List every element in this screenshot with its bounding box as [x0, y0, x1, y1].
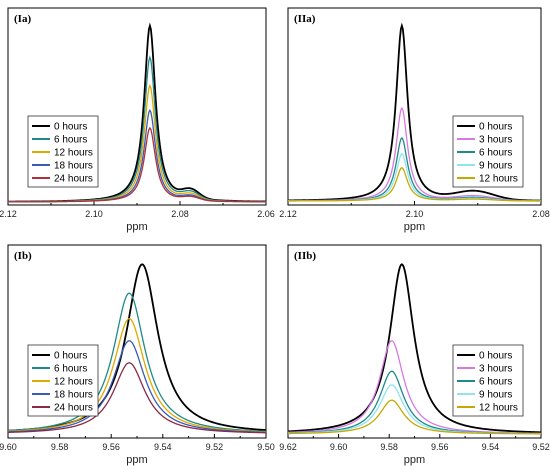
x-tick-label: 9.60 — [330, 442, 348, 452]
panel-ia: 2.12 2.10 2.08 2.06 ppm (Ia) 0 hours 6 hours 12 … — [0, 7, 275, 233]
legend-entry: 12 hours — [54, 377, 93, 388]
legend-entry: 0 hours — [479, 351, 512, 362]
x-axis-label: ppm — [126, 221, 147, 233]
legend-entry: 3 hours — [479, 135, 512, 146]
x-tick-label: 2.10 — [406, 209, 424, 219]
x-tick-label: 2.08 — [532, 209, 550, 219]
panel-iia: 2.12 2.10 2.08 ppm (IIa) 0 hours 3 hours 6 hour… — [279, 7, 550, 233]
x-tick-label: 9.58 — [380, 442, 398, 452]
series-line-18-hours — [7, 340, 267, 433]
legend-entry: 0 hours — [54, 351, 87, 362]
legend-entry: 3 hours — [479, 364, 512, 375]
series-line-0-hours — [7, 263, 267, 432]
series-line-24-hours — [7, 362, 267, 434]
x-tick-label: 9.58 — [51, 442, 69, 452]
panel-iib: 9.62 9.60 9.58 9.56 9.54 9.52 ppm (IIb) 0 hours 3… — [279, 244, 550, 466]
x-tick-label: 9.52 — [206, 442, 224, 452]
legend-entry: 12 hours — [479, 403, 518, 414]
x-tick-label: 9.62 — [279, 442, 297, 452]
x-tick-label: 9.52 — [532, 442, 550, 452]
x-tick-label: 9.60 — [0, 442, 17, 452]
x-tick-label: 2.12 — [279, 209, 297, 219]
panel-ib: 9.60 9.58 9.56 9.54 9.52 9.50 ppm (Ib) 0 hours 6 … — [0, 244, 275, 466]
series-line-0-hours — [287, 22, 542, 202]
series-line-12-hours — [287, 399, 541, 435]
legend-entry: 18 hours — [54, 390, 93, 401]
x-tick-label: 9.50 — [257, 442, 275, 452]
legend: 0 hours 3 hours 6 hours 9 hours 12 hours — [452, 115, 524, 188]
legend-entry: 6 hours — [54, 364, 87, 375]
x-axis-label: ppm — [404, 221, 425, 233]
series-line-0-hours — [287, 263, 542, 434]
series-line-12-hours — [7, 317, 267, 433]
x-tick-label: 2.12 — [0, 209, 17, 219]
legend-entry: 9 hours — [479, 161, 512, 172]
legend: 0 hours 6 hours 12 hours 18 hours 24 hours — [27, 344, 99, 417]
panel-label: (Ib) — [14, 250, 32, 262]
x-tick-label: 9.56 — [431, 442, 449, 452]
x-tick-label: 9.54 — [154, 442, 172, 452]
x-axis-label: ppm — [126, 454, 147, 466]
legend-entry: 6 hours — [54, 135, 87, 146]
x-tick-label: 9.56 — [102, 442, 120, 452]
legend-entry: 24 hours — [54, 403, 93, 414]
x-axis-label: ppm — [404, 454, 425, 466]
legend-entry: 0 hours — [479, 122, 512, 133]
legend-entry: 9 hours — [479, 390, 512, 401]
x-tick-label: 2.10 — [85, 209, 103, 219]
legend-entry: 6 hours — [479, 148, 512, 159]
panel-label: (IIb) — [294, 250, 316, 262]
legend-entry: 6 hours — [479, 377, 512, 388]
legend-entry: 12 hours — [479, 174, 518, 185]
panel-label: (Ia) — [14, 13, 31, 25]
x-tick-label: 2.08 — [171, 209, 189, 219]
series-line-12-hours — [287, 166, 541, 202]
panel-label: (IIa) — [294, 13, 316, 25]
x-tick-label: 2.06 — [257, 209, 275, 219]
legend: 0 hours 3 hours 6 hours 9 hours 12 hours — [452, 344, 524, 417]
legend-entry: 18 hours — [54, 161, 93, 172]
legend-entry: 0 hours — [54, 122, 87, 133]
legend-entry: 24 hours — [54, 174, 93, 185]
legend-entry: 12 hours — [54, 148, 93, 159]
legend: 0 hours 6 hours 12 hours 18 hours 24 hours — [27, 115, 99, 188]
x-tick-label: 9.54 — [482, 442, 500, 452]
series-line-6-hours — [7, 292, 267, 433]
series-line-24-hours — [8, 126, 267, 203]
